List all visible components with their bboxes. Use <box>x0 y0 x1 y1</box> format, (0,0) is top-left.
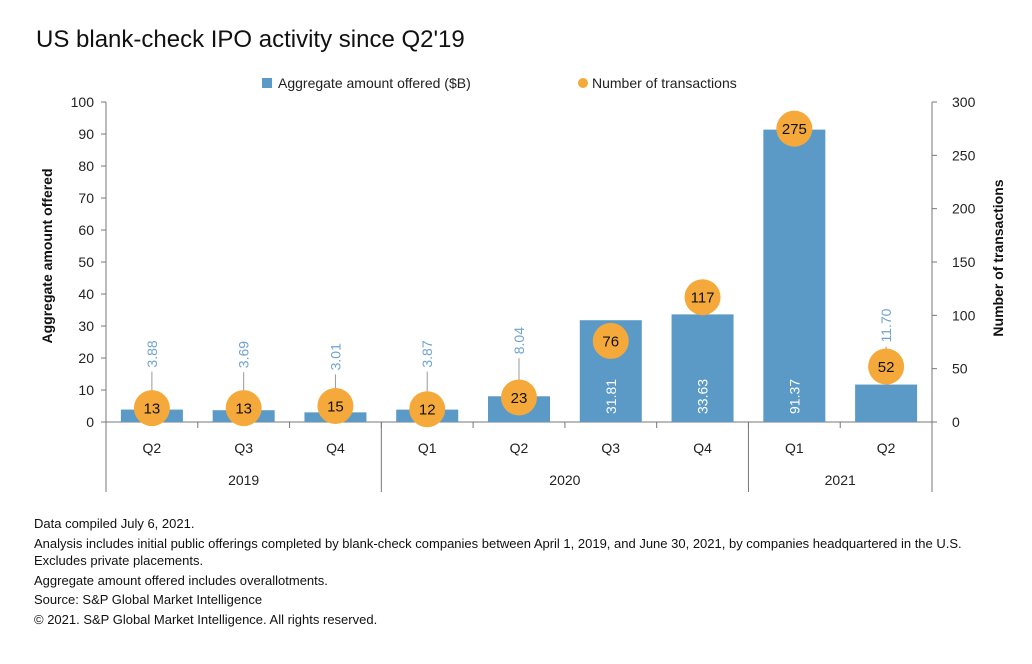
year-group-label: 2020 <box>549 472 580 488</box>
x-tick-label: Q1 <box>418 440 437 456</box>
year-group-label: 2019 <box>228 472 259 488</box>
y-axis-title: Aggregate amount offered <box>39 168 55 343</box>
footnote-source: Source: S&P Global Market Intelligence <box>34 592 263 607</box>
right-tick-label: 0 <box>952 414 960 430</box>
right-tick-label: 50 <box>952 361 968 377</box>
transaction-marker <box>409 391 446 428</box>
bar-value-label: 3.69 <box>236 341 252 368</box>
transaction-count-label: 23 <box>511 390 528 407</box>
bars-layer: 3.88 3.69 3.01 3.87 8.04 31.81 33.63 91.37 11.70 <box>120 129 918 422</box>
bar-value-label: 3.88 <box>144 340 160 367</box>
transaction-count-label: 12 <box>419 402 436 419</box>
legend-bar-swatch <box>262 78 272 88</box>
transaction-count-label: 13 <box>144 401 161 418</box>
legend-point-swatch <box>578 78 588 88</box>
bar-value-label: 33.63 <box>695 379 711 414</box>
left-tick-label: 60 <box>78 222 94 238</box>
right-tick-label: 300 <box>952 94 976 110</box>
right-tick-label: 250 <box>952 147 976 163</box>
x-tick-label: Q4 <box>693 440 712 456</box>
legend-bar-label: Aggregate amount offered ($B) <box>278 75 471 91</box>
transaction-marker <box>684 279 721 316</box>
transaction-count-label: 76 <box>602 333 619 350</box>
transaction-marker <box>776 110 813 147</box>
transaction-count-label: 15 <box>327 399 344 416</box>
points-layer: 13 13 15 12 23 76 117 275 52 <box>133 110 905 428</box>
bar <box>671 314 734 422</box>
transaction-count-label: 117 <box>691 290 715 307</box>
left-tick-label: 30 <box>78 318 94 334</box>
bar <box>855 384 918 422</box>
x-tick-label: Q3 <box>601 440 620 456</box>
x-tick-label: Q2 <box>877 440 896 456</box>
year-group-label: 2021 <box>825 472 856 488</box>
left-tick-label: 0 <box>86 414 94 430</box>
transaction-marker <box>133 390 170 427</box>
bar-value-label: 31.81 <box>603 379 619 414</box>
transaction-count-label: 275 <box>782 121 807 138</box>
right-tick-label: 150 <box>952 254 976 270</box>
bar-value-label: 8.04 <box>511 327 527 354</box>
x-tick-label: Q2 <box>143 440 162 456</box>
footnote-copyright: © 2021. S&P Global Market Intelligence. … <box>34 611 378 627</box>
legend: Aggregate amount offered ($B) Number of t… <box>262 75 737 91</box>
legend-point-label: Number of transactions <box>592 75 737 91</box>
footnote-overallotments: Aggregate amount offered includes overal… <box>34 572 328 588</box>
y2-axis-title: Number of transactions <box>990 179 1006 336</box>
right-tick-label: 200 <box>952 201 976 217</box>
left-tick-label: 100 <box>71 94 95 110</box>
right-tick-label: 100 <box>952 307 976 323</box>
transaction-marker <box>317 388 354 424</box>
left-tick-label: 40 <box>78 286 94 302</box>
bar-value-label: 91.37 <box>786 379 802 414</box>
left-tick-label: 80 <box>78 158 94 174</box>
footnote-compiled: Data compiled July 6, 2021. <box>34 516 195 531</box>
axes: 0 10 20 30 40 50 60 70 80 90 100 0 50 100 150 200 250 300… <box>39 94 1006 492</box>
bar-value-label: 11.70 <box>878 308 894 342</box>
transaction-marker <box>225 390 262 427</box>
transaction-count-label: 52 <box>878 359 895 376</box>
left-tick-label: 20 <box>78 350 94 366</box>
footnote-analysis: Analysis includes initial public offerin… <box>34 535 962 569</box>
transaction-marker <box>501 379 537 416</box>
left-tick-label: 70 <box>78 190 94 206</box>
bar-value-label: 3.01 <box>327 343 343 370</box>
x-tick-label: Q1 <box>785 440 804 456</box>
transaction-marker <box>592 322 629 359</box>
x-tick-label: Q3 <box>234 440 253 456</box>
x-tick-label: Q2 <box>510 440 529 456</box>
footnotes: Data compiled July 6, 2021. Analysis inc… <box>34 515 994 630</box>
left-tick-label: 90 <box>78 126 94 142</box>
chart-svg: Aggregate amount offered ($B) Number of t… <box>39 75 1006 492</box>
transaction-marker <box>868 348 905 385</box>
transaction-count-label: 13 <box>235 401 252 418</box>
left-tick-label: 50 <box>78 254 94 270</box>
left-tick-label: 10 <box>78 382 94 398</box>
bar-value-label: 3.87 <box>419 340 435 367</box>
x-tick-label: Q4 <box>326 440 345 456</box>
chart-title: US blank-check IPO activity since Q2'19 <box>36 26 465 53</box>
bar <box>763 129 826 422</box>
